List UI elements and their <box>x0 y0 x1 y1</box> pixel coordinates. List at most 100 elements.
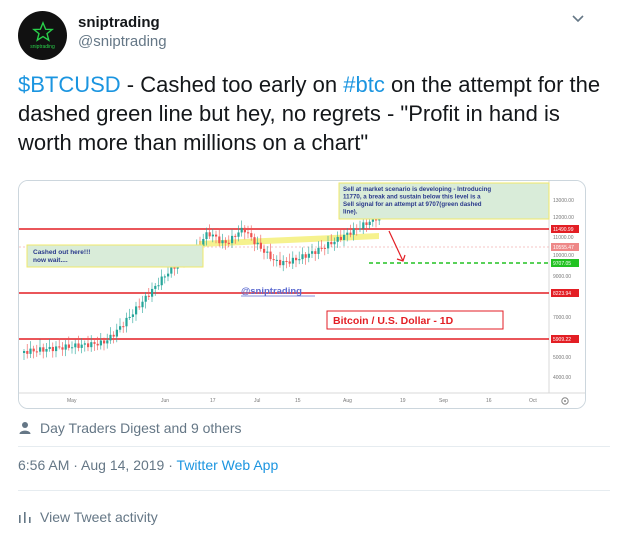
candle-body <box>64 344 67 350</box>
candle-body <box>237 232 240 237</box>
chevron-down-icon[interactable] <box>571 12 585 26</box>
cashtag-link[interactable]: $BTCUSD <box>18 72 121 97</box>
price-label: 11490.99 <box>553 227 574 233</box>
candle-body <box>304 254 307 258</box>
chart-image: Sell at market scenario is developing - … <box>19 181 585 408</box>
price-label: 5000.00 <box>553 355 571 361</box>
source-app-link[interactable]: Twitter Web App <box>176 457 279 473</box>
candle-body <box>119 326 122 330</box>
candle-body <box>266 251 269 253</box>
tweet-time[interactable]: 6:56 AM <box>18 457 70 473</box>
person-icon <box>19 422 31 434</box>
candle-body <box>87 343 90 348</box>
candle-body <box>362 222 365 229</box>
candle-body <box>109 334 112 341</box>
candle-body <box>103 340 106 344</box>
likes-text: Day Traders Digest and 9 others <box>40 420 242 436</box>
candle-body <box>208 232 211 237</box>
candle-body <box>125 317 128 327</box>
divider <box>18 446 610 447</box>
candle-body <box>106 340 109 344</box>
price-label: 9707.05 <box>553 261 571 267</box>
trend-channel <box>199 233 379 247</box>
gear-icon[interactable] <box>561 397 569 405</box>
candle-body <box>99 340 102 346</box>
tweet-body: $BTCUSD - Cashed too early on #btc on th… <box>18 70 614 157</box>
candlesticks <box>23 207 381 360</box>
avatar[interactable]: sniptrading <box>18 11 67 60</box>
candle-body <box>122 326 125 328</box>
tweet-header: sniptrading sniptrading @sniptrading <box>0 0 628 60</box>
price-label: 8223.94 <box>553 291 571 297</box>
candle-body <box>115 329 118 337</box>
time-label: May <box>67 398 77 404</box>
candle-body <box>42 347 45 352</box>
arrow-head <box>396 254 406 262</box>
candle-body <box>355 228 358 230</box>
candle-body <box>368 221 371 226</box>
price-tag <box>551 243 579 251</box>
time-label: 16 <box>486 398 492 404</box>
likes-row[interactable]: Day Traders Digest and 9 others <box>18 418 242 438</box>
annotation-box-top <box>338 182 550 220</box>
time-label: Aug <box>343 398 352 404</box>
candle-body <box>170 266 173 274</box>
candle-body <box>227 242 230 244</box>
candle-body <box>371 217 374 222</box>
candle-body <box>61 347 64 350</box>
time-axis: May Jun 17 Jul 15 Aug 19 Sep 16 Oct <box>67 398 537 404</box>
candle-body <box>58 346 61 348</box>
price-label: 5909.22 <box>553 337 571 343</box>
annotation-box-left <box>26 244 204 268</box>
candle-body <box>202 239 205 246</box>
candle-body <box>211 234 214 237</box>
tweet-media[interactable]: Sell at market scenario is developing - … <box>18 180 586 409</box>
display-name[interactable]: sniptrading <box>78 14 160 31</box>
arrow <box>388 230 404 262</box>
hashtag-link[interactable]: #btc <box>343 72 385 97</box>
price-label: 10000.00 <box>553 253 574 259</box>
tweet-date[interactable]: Aug 14, 2019 <box>81 457 165 473</box>
annotation-left-line1: Cashed out here!!! <box>33 249 90 256</box>
divider <box>18 490 610 491</box>
candle-body <box>93 342 96 344</box>
candle-body <box>247 232 250 234</box>
candle-body <box>77 343 80 348</box>
candle-body <box>144 295 147 302</box>
time-label: 17 <box>210 398 216 404</box>
candle-body <box>138 306 141 308</box>
price-label: 7000.00 <box>553 315 571 321</box>
price-tag <box>551 225 579 233</box>
candle-body <box>243 227 246 233</box>
price-tag <box>551 259 579 267</box>
candle-body <box>55 346 58 352</box>
tweet-activity-link[interactable]: View Tweet activity <box>18 507 158 527</box>
candle-body <box>141 301 144 308</box>
activity-label: View Tweet activity <box>40 509 158 525</box>
chart-title-box <box>326 310 504 330</box>
candle-body <box>333 241 336 245</box>
candle-body <box>330 241 333 245</box>
candle-body <box>90 342 93 348</box>
watermark-text: @sniptrading <box>241 286 302 297</box>
price-label: 4000.00 <box>553 375 571 381</box>
annotation-left-line2: now wait.... <box>33 257 68 264</box>
candle-body <box>298 259 301 261</box>
meta-separator: · <box>69 457 82 473</box>
candle-body <box>275 259 278 261</box>
candle-body <box>221 240 224 244</box>
candle-body <box>250 233 253 238</box>
candle-body <box>263 248 266 253</box>
candle-body <box>32 348 35 352</box>
user-handle[interactable]: @sniptrading <box>78 33 167 50</box>
price-label: 12000.00 <box>553 215 574 221</box>
candle-body <box>151 288 154 297</box>
candle-body <box>112 334 115 337</box>
candle-body <box>314 251 317 254</box>
candle-body <box>291 257 294 264</box>
candle-body <box>349 232 352 235</box>
star-logo-icon <box>31 21 54 42</box>
candle-body <box>231 235 234 244</box>
time-label: 19 <box>400 398 406 404</box>
time-label: 15 <box>295 398 301 404</box>
